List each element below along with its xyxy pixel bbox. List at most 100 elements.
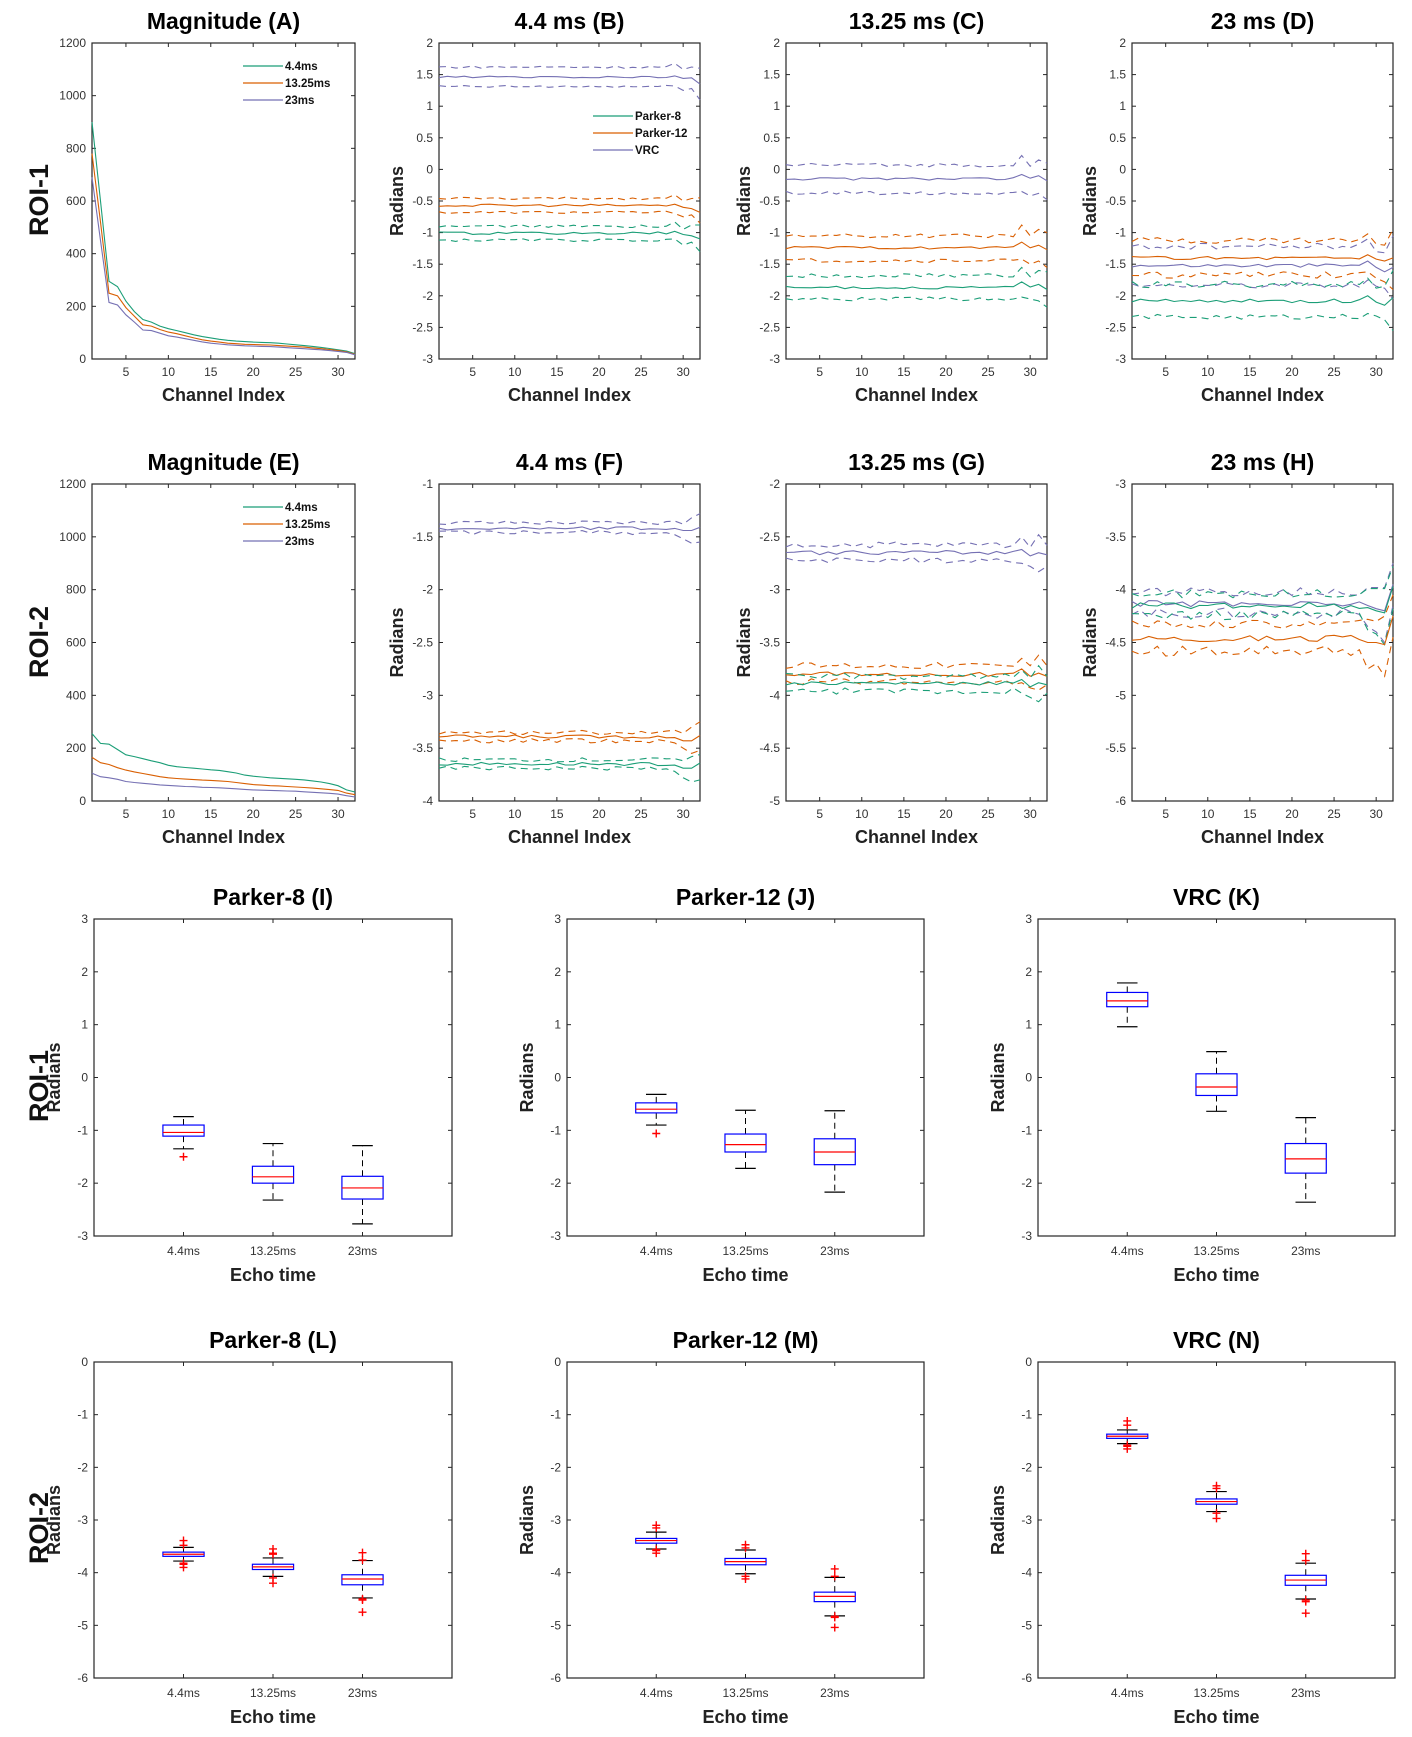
y-tick-label: 0 xyxy=(554,1071,561,1085)
x-tick-label: 15 xyxy=(204,807,218,821)
x-axis-label: Channel Index xyxy=(508,827,631,847)
x-axis-label: Channel Index xyxy=(855,385,978,405)
chart-title: Parker-8 (L) xyxy=(209,1327,337,1353)
y-tick-label: 1 xyxy=(554,1018,561,1032)
y-tick-label: 0 xyxy=(81,1071,88,1085)
panel-b: 4.4 ms (B)-3-2.5-2-1.5-1-0.500.511.525 10… xyxy=(387,8,701,405)
x-tick-label: 15 xyxy=(1243,807,1257,821)
x-tick-label: 10 xyxy=(855,365,869,379)
y-axis-label: Radians xyxy=(734,166,754,236)
y-tick-label: 0 xyxy=(1119,162,1126,176)
y-tick-label: -6 xyxy=(77,1671,88,1685)
y-tick-label: 400 xyxy=(66,688,86,702)
series-line-vrc-lower xyxy=(438,84,701,101)
x-tick-label: 5 xyxy=(1162,365,1169,379)
y-axis-label: Radians xyxy=(988,1485,1008,1555)
y-tick-label: -3 xyxy=(422,352,433,366)
series-line-23ms xyxy=(91,772,356,798)
y-tick-label: 0 xyxy=(1025,1071,1032,1085)
y-axis-label: Radians xyxy=(387,607,407,677)
x-tick-label: 4.4ms xyxy=(167,1244,200,1258)
x-tick-label: 25 xyxy=(981,807,995,821)
x-axis-label: Channel Index xyxy=(1201,827,1324,847)
series-line-parker-12-upper xyxy=(785,654,1048,669)
legend-label: 4.4ms xyxy=(285,61,318,73)
box-0 xyxy=(1106,1416,1149,1453)
box-iqr xyxy=(162,1124,205,1137)
y-tick-label: 1.5 xyxy=(763,68,780,82)
series-line-vrc-upper xyxy=(438,62,701,71)
x-tick-label: 23ms xyxy=(348,1686,377,1700)
x-tick-label: 30 xyxy=(1369,807,1383,821)
y-tick-label: -2.5 xyxy=(759,320,780,334)
y-tick-label: -0.5 xyxy=(1105,194,1126,208)
outlier-marker xyxy=(652,1523,661,1532)
y-tick-label: -1 xyxy=(1021,1408,1032,1422)
series-line-parker-12-mean xyxy=(438,734,701,742)
outlier-marker xyxy=(179,1541,188,1550)
series-line-parker-12-upper xyxy=(438,721,701,735)
x-tick-label: 5 xyxy=(816,807,823,821)
outlier-marker xyxy=(652,1549,661,1558)
y-tick-label: -4 xyxy=(769,688,780,702)
y-tick-label: 2 xyxy=(81,965,88,979)
series-line-parker-12-upper xyxy=(785,224,1048,239)
y-axis-label: Radians xyxy=(1080,166,1100,236)
box-iqr xyxy=(724,1133,767,1153)
series-line-parker-8-lower xyxy=(1131,312,1394,331)
panel-f: 4.4 ms (F) -4 -3.5 -3 -2.5 -2 -1.5 -1 5 10 15 20 25 3… xyxy=(387,449,701,847)
legend-label: 23ms xyxy=(285,536,314,548)
series-line-parker-12-mean xyxy=(1131,615,1394,646)
series-line-parker-12-mean xyxy=(785,241,1048,251)
x-tick-label: 30 xyxy=(1023,365,1037,379)
y-tick-label: -2 xyxy=(550,1460,561,1474)
series-line-parker-12-lower xyxy=(438,210,701,224)
x-tick-label: 23ms xyxy=(820,1244,849,1258)
y-tick-label: 1200 xyxy=(59,36,86,50)
panel-e: Magnitude (E) 0 200 400 600 800 1000 1200 5 10 15 2… xyxy=(59,449,356,847)
plot-area xyxy=(785,483,1048,802)
series-line-vrc-lower xyxy=(785,190,1048,201)
box-0 xyxy=(1106,982,1149,1028)
outlier-marker xyxy=(830,1572,839,1581)
x-axis-label: Echo time xyxy=(702,1265,788,1285)
y-tick-label: -4 xyxy=(1021,1566,1032,1580)
chart-title: 23 ms (H) xyxy=(1211,449,1315,475)
x-tick-label: 20 xyxy=(1285,365,1299,379)
x-axis-label: Channel Index xyxy=(162,827,285,847)
y-tick-label: -3 xyxy=(550,1513,561,1527)
box-iqr xyxy=(1195,1073,1238,1097)
legend: 4.4ms 13.25ms 23ms xyxy=(243,502,330,548)
series-line-parker-12-mean xyxy=(785,668,1048,677)
y-tick-label: -5 xyxy=(77,1618,88,1632)
x-tick-label: 20 xyxy=(592,365,606,379)
y-tick-label: -5.5 xyxy=(1105,741,1126,755)
x-axis-label: Echo time xyxy=(702,1707,788,1727)
x-tick-label: 15 xyxy=(897,365,911,379)
x-tick-label: 23ms xyxy=(820,1686,849,1700)
x-tick-label: 20 xyxy=(1285,807,1299,821)
y-tick-label: -6 xyxy=(1021,1671,1032,1685)
outlier-marker xyxy=(1301,1549,1310,1558)
x-axis-label: Channel Index xyxy=(1201,385,1324,405)
x-tick-label: 13.25ms xyxy=(1193,1686,1239,1700)
series-line-parker-8-lower xyxy=(438,238,701,252)
y-tick-label: -1.5 xyxy=(412,530,433,544)
plot-area xyxy=(1131,483,1394,802)
x-tick-label: 15 xyxy=(204,365,218,379)
series-line-vrc-mean xyxy=(438,75,701,85)
panel-g: 13.25 ms (G) -5 -4.5 -4 -3.5 -3 -2.5 -2 5 10 15 20 2… xyxy=(734,449,1048,847)
y-tick-label: -1.5 xyxy=(1105,257,1126,271)
y-axis-label: Radians xyxy=(517,1042,537,1112)
x-tick-label: 30 xyxy=(676,365,690,379)
x-tick-label: 23ms xyxy=(1291,1244,1320,1258)
series-line-parker-12-lower xyxy=(785,678,1048,691)
series-line-parker-12-mean xyxy=(1131,254,1394,262)
chart-title: Parker-12 (M) xyxy=(673,1327,819,1353)
series-line-parker-8-upper xyxy=(1131,270,1394,289)
row-label-roi2-bottom: ROI-2 xyxy=(24,1492,54,1564)
outlier-marker xyxy=(741,1543,750,1552)
y-tick-label: -3.5 xyxy=(412,741,433,755)
y-tick-label: -3 xyxy=(1021,1229,1032,1243)
y-tick-label: 0.5 xyxy=(416,131,433,145)
